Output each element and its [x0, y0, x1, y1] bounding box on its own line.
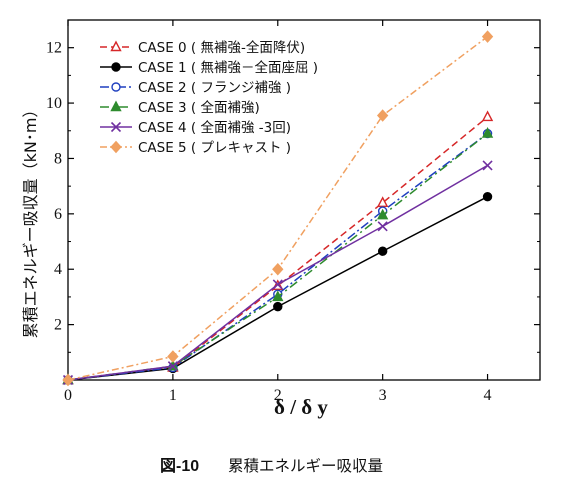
legend-entry-label: CASE 1 ( 無補強－全面座屈 ) [138, 59, 318, 76]
x-tick-label: 4 [484, 387, 492, 404]
data-point [481, 127, 494, 138]
plot-area [67, 19, 541, 381]
figure-caption: 累積エネルギー吸収量 [228, 457, 383, 475]
y-tick-label: 12 [46, 40, 62, 57]
data-point [272, 279, 283, 290]
legend-entry-label: CASE 0 ( 無補強-全面降伏) [138, 39, 305, 56]
legend-marker [110, 140, 122, 154]
series-2 [63, 128, 493, 385]
y-tick-label: 2 [54, 317, 62, 334]
series-line [67, 132, 489, 381]
series-line [67, 132, 489, 381]
data-point [376, 109, 389, 122]
data-point [62, 373, 74, 387]
x-tick-label: 3 [379, 387, 387, 404]
x-marker-stroke [167, 361, 178, 372]
data-point [167, 350, 179, 363]
x-tick-label: 1 [169, 387, 177, 404]
y-tick-label: 4 [54, 261, 62, 278]
data-point [377, 196, 389, 207]
data-point [272, 262, 284, 276]
x-tick-label: 2 [274, 387, 282, 404]
legend-marker [110, 121, 122, 133]
series-4 [62, 160, 493, 386]
data-point [377, 246, 388, 256]
plot-frame [67, 19, 541, 381]
legend: CASE 0 ( 無補強-全面降伏) CASE 1 ( 無補強－全面座屈 ) CAS… [100, 39, 318, 156]
series-lines [62, 30, 494, 387]
y-tick-label: 8 [54, 150, 62, 167]
data-point [377, 221, 388, 232]
x-marker-stroke [272, 279, 283, 290]
legend-entry-label: CASE 5 ( プレキャスト ) [138, 140, 291, 156]
legend-entry-label: CASE 4 ( 全面補強 -3回) [138, 119, 291, 136]
data-point [482, 191, 493, 202]
x-marker-stroke [110, 121, 122, 133]
legend-marker [111, 62, 121, 72]
y-tick-label: 6 [54, 206, 62, 223]
data-point [482, 160, 493, 171]
data-point [377, 208, 389, 220]
x-marker-stroke [377, 221, 388, 232]
series-5 [62, 30, 494, 387]
data-point [481, 30, 494, 43]
legend-marker [110, 40, 122, 52]
series-line [67, 116, 489, 381]
legend-marker [110, 100, 122, 112]
data-point [167, 361, 178, 372]
x-marker-stroke [482, 160, 493, 171]
x-tick-label: 0 [64, 387, 72, 404]
data-point [273, 301, 283, 312]
y-axis-label: 累積エネルギー吸収量（kN･m） [21, 102, 40, 339]
legend-marker [111, 82, 121, 92]
data-point [481, 110, 494, 122]
legend-entry-label: CASE 3 ( 全面補強) [138, 99, 260, 116]
x-axis-label: δ / δ y [274, 395, 328, 419]
figure-number: 図-10 [160, 457, 199, 475]
data-point [272, 290, 284, 302]
y-tick-label: 10 [46, 95, 62, 112]
legend-entry-label: CASE 2 ( フランジ補強 ) [138, 80, 291, 96]
